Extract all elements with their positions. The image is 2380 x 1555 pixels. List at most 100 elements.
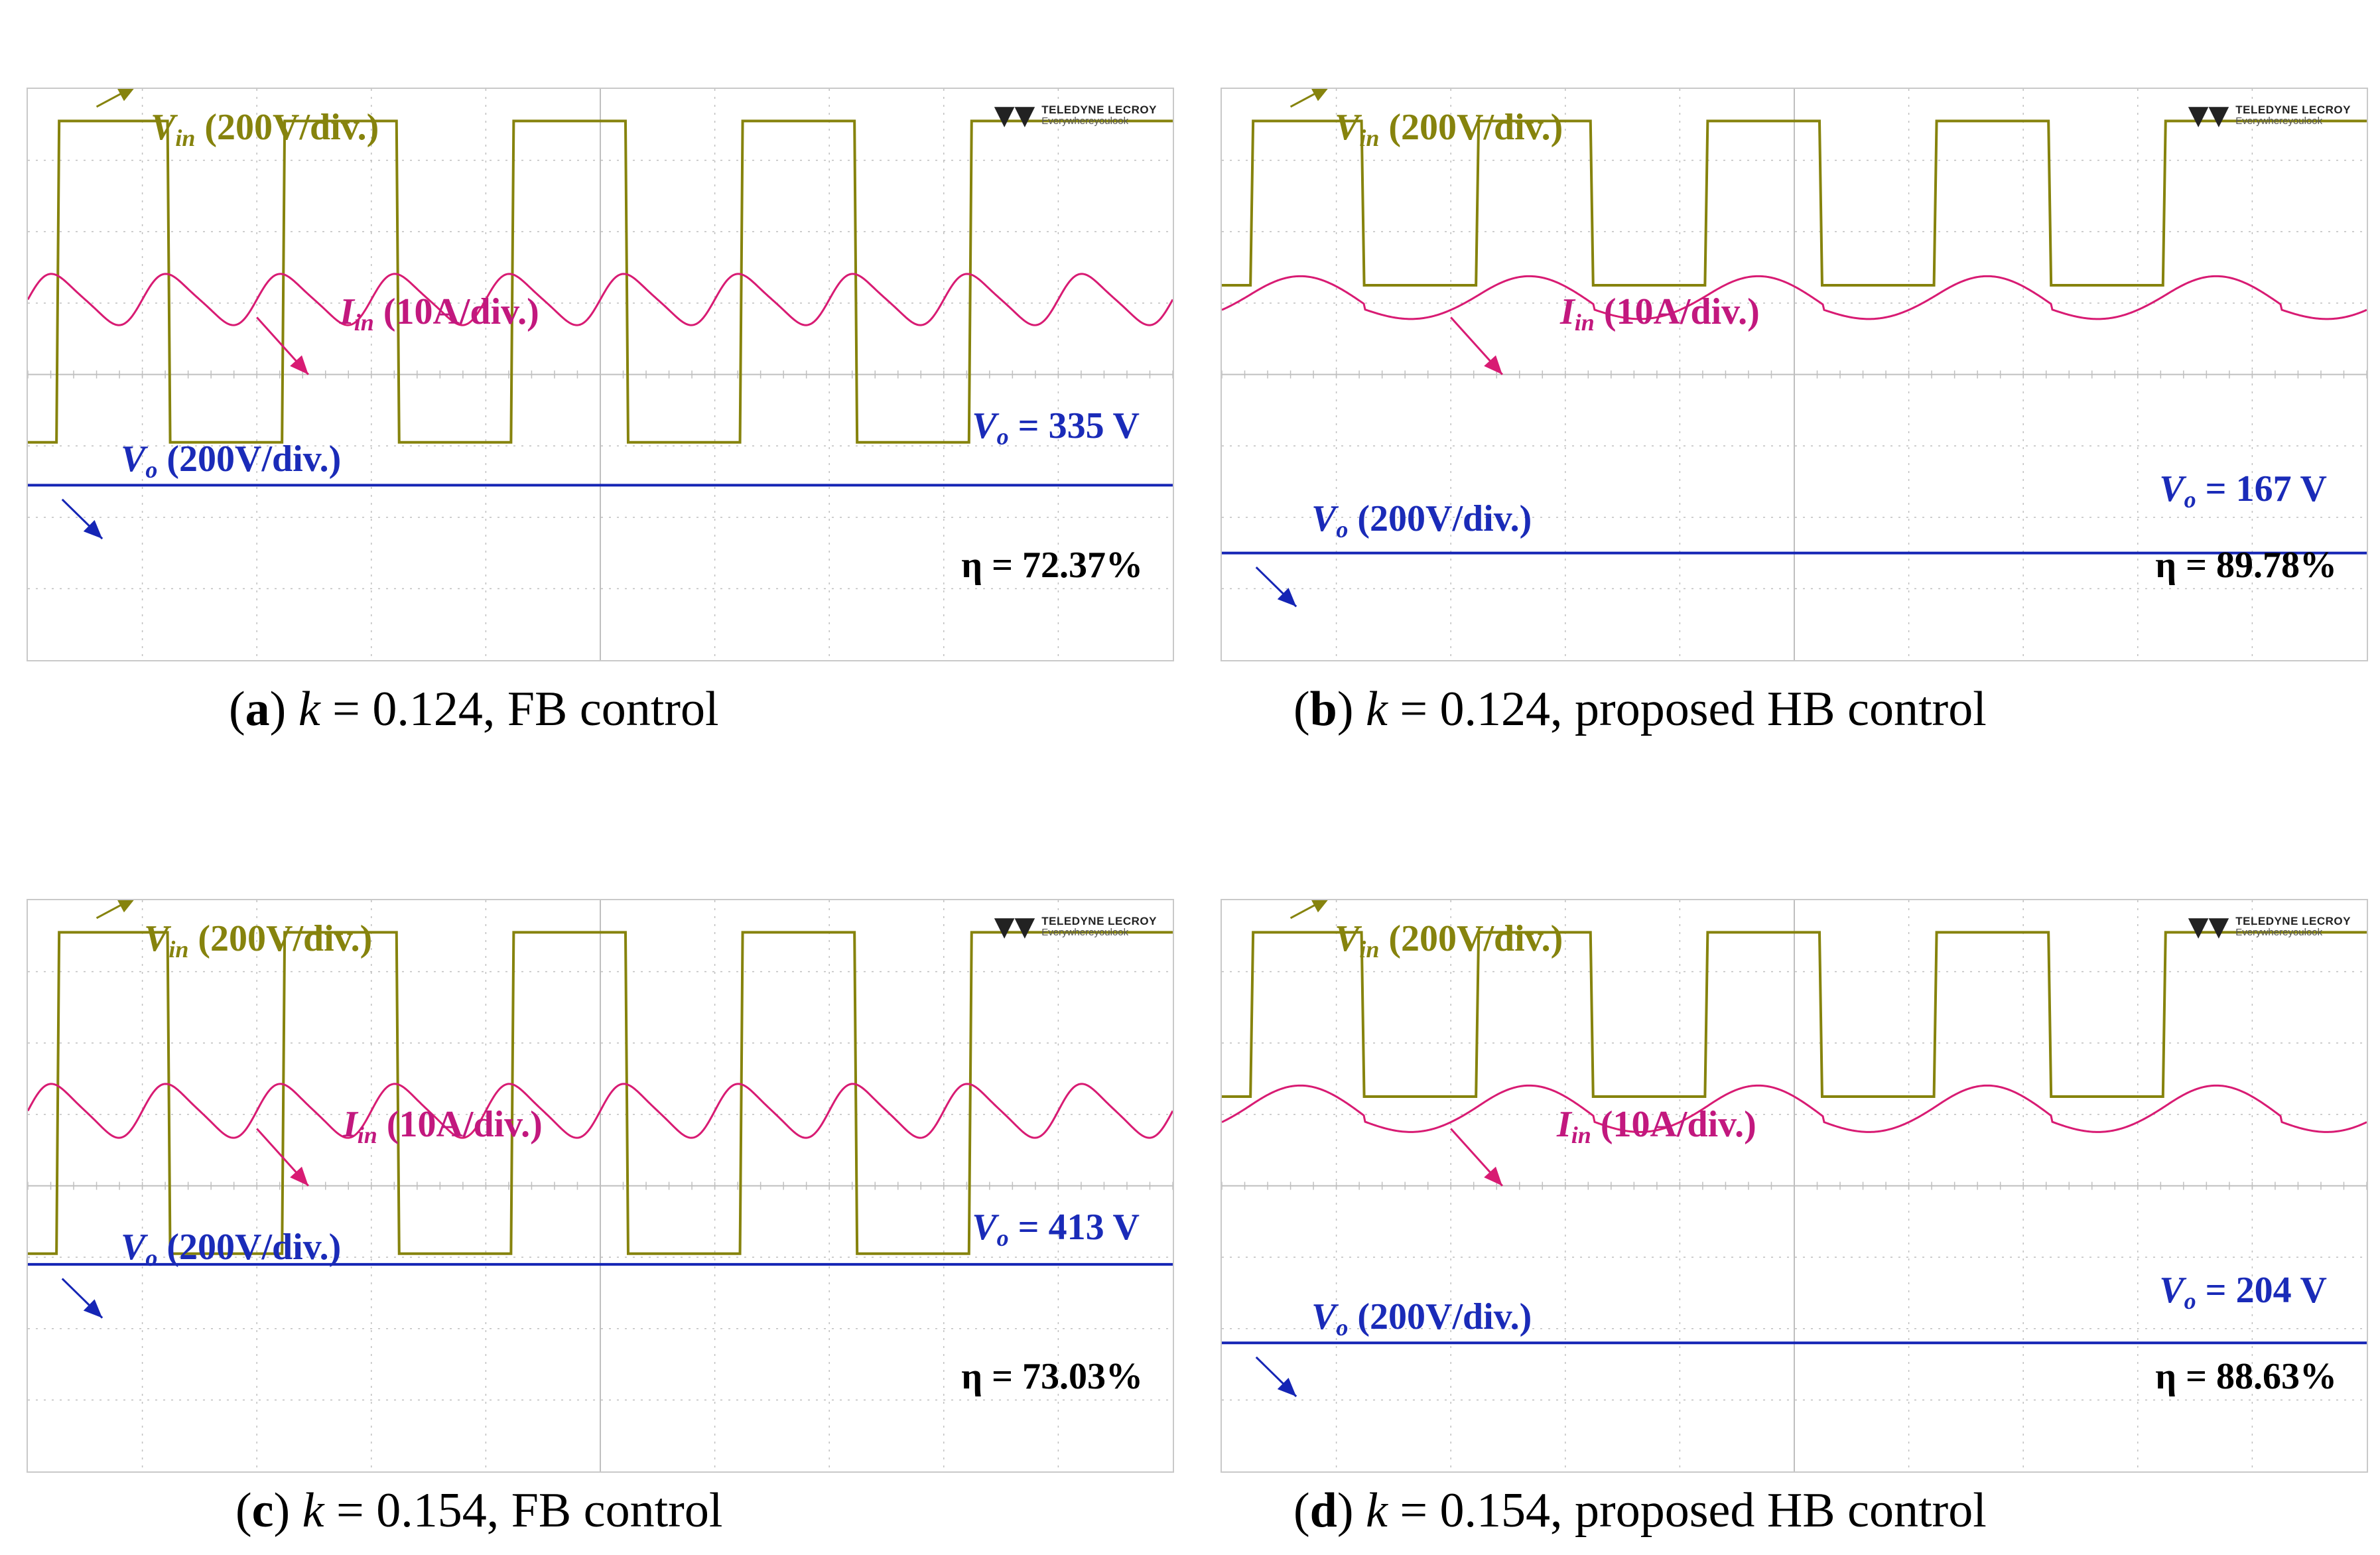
caption-k: k xyxy=(302,1483,324,1538)
iin-scale: (10A/div.) xyxy=(1603,291,1760,332)
iin-scale: (10A/div.) xyxy=(386,1104,543,1145)
vin-trace xyxy=(28,931,1173,1255)
caption-k: k xyxy=(1365,682,1388,736)
iin-label: Iin (10A/div.) xyxy=(340,291,539,336)
caption-tag: c xyxy=(251,1483,274,1538)
vin-trace xyxy=(1222,931,2367,1098)
arrowhead-icon xyxy=(1277,1377,1297,1396)
logo-line2: Everywhereyoulook xyxy=(2235,927,2323,939)
caption-tag: b xyxy=(1309,682,1337,736)
grid xyxy=(28,900,1173,1471)
vo-label: Vo (200V/div.) xyxy=(1311,1296,1532,1341)
scope-screen: ▼▼ TELEDYNE LECROY Everywhereyoulook Vin … xyxy=(1221,88,2368,661)
caption-k: k xyxy=(1365,1483,1388,1538)
vo-scale: (200V/div.) xyxy=(166,439,342,480)
teledyne-lecroy-logo: ▼▼ TELEDYNE LECROY Everywhereyoulook xyxy=(2188,913,2351,940)
vin-label: Vin (200V/div.) xyxy=(1335,107,1563,151)
caption-tag: d xyxy=(1309,1483,1337,1538)
efficiency-value: η = 72.37% xyxy=(961,545,1143,586)
vo-value: Vo = 167 V xyxy=(2159,468,2327,513)
arrowhead-icon xyxy=(290,1166,308,1186)
scope-screen: ▼▼ TELEDYNE LECROY Everywhereyoulook Vin … xyxy=(27,899,1174,1473)
iin-scale: (10A/div.) xyxy=(383,291,539,332)
logo-line1: TELEDYNE LECROY xyxy=(2235,915,2351,928)
vin-trace xyxy=(1222,119,2367,287)
iin-trace xyxy=(1222,1084,2367,1133)
vo-value-text: = 204 V xyxy=(2205,1270,2327,1311)
iin-trace xyxy=(1222,275,2367,320)
arrowhead-icon xyxy=(117,900,134,913)
caption-tag: a xyxy=(245,682,270,736)
arrowhead-icon xyxy=(1484,1166,1502,1186)
caption: (c) k = 0.154, FB control xyxy=(235,1483,723,1538)
vo-scale: (200V/div.) xyxy=(1357,498,1532,539)
logo-line2: Everywhereyoulook xyxy=(1041,115,1129,127)
caption-text: = 0.154, proposed HB control xyxy=(1400,1483,1987,1538)
oscilloscope-plot xyxy=(28,900,1173,1471)
vin-label: Vin (200V/div.) xyxy=(151,107,379,151)
vin-trace xyxy=(28,119,1173,444)
arrowhead-icon xyxy=(1484,355,1502,375)
vo-label: Vo (200V/div.) xyxy=(121,439,342,483)
arrowhead-icon xyxy=(83,1299,103,1318)
logo-line1: TELEDYNE LECROY xyxy=(1041,915,1157,928)
caption-text: = 0.124, FB control xyxy=(332,682,719,736)
grid xyxy=(1222,89,2367,660)
vin-scale: (200V/div.) xyxy=(1388,918,1563,959)
arrowhead-icon xyxy=(1277,588,1297,607)
vin-label: Vin (200V/div.) xyxy=(1335,918,1563,963)
vo-scale: (200V/div.) xyxy=(166,1227,342,1268)
iin-label: Iin (10A/div.) xyxy=(1557,1104,1756,1148)
arrowhead-icon xyxy=(1311,89,1328,101)
iin-label: Iin (10A/div.) xyxy=(343,1104,543,1148)
caption: (d) k = 0.154, proposed HB control xyxy=(1293,1483,1987,1538)
caption-k: k xyxy=(298,682,320,736)
vo-value: Vo = 413 V xyxy=(972,1207,1140,1251)
grid xyxy=(1222,900,2367,1471)
vin-label: Vin (200V/div.) xyxy=(144,918,373,963)
arrowhead-icon xyxy=(1311,900,1328,913)
iin-label: Iin (10A/div.) xyxy=(1560,291,1760,336)
panel-a: ▼▼ TELEDYNE LECROY Everywhereyoulook Vin … xyxy=(27,88,1174,797)
logo-mark-icon: ▼▼ xyxy=(2188,912,2229,942)
logo-line1: TELEDYNE LECROY xyxy=(2235,103,2351,117)
vo-value: Vo = 204 V xyxy=(2159,1270,2327,1314)
iin-trace xyxy=(28,1083,1173,1139)
arrowhead-icon xyxy=(290,355,308,375)
panel-b: ▼▼ TELEDYNE LECROY Everywhereyoulook Vin … xyxy=(1221,88,2368,797)
vo-value-text: = 167 V xyxy=(2205,468,2327,509)
teledyne-lecroy-logo: ▼▼ TELEDYNE LECROY Everywhereyoulook xyxy=(994,102,1157,129)
scope-screen: ▼▼ TELEDYNE LECROY Everywhereyoulook Vin … xyxy=(1221,899,2368,1473)
teledyne-lecroy-logo: ▼▼ TELEDYNE LECROY Everywhereyoulook xyxy=(2188,102,2351,129)
logo-mark-icon: ▼▼ xyxy=(994,912,1035,942)
panel-d: ▼▼ TELEDYNE LECROY Everywhereyoulook Vin … xyxy=(1221,899,2368,1555)
logo-line1: TELEDYNE LECROY xyxy=(1041,103,1157,117)
vin-scale: (200V/div.) xyxy=(198,918,373,959)
arrowhead-icon xyxy=(117,89,134,101)
vo-value-text: = 413 V xyxy=(1018,1207,1140,1248)
vo-value-text: = 335 V xyxy=(1018,405,1140,446)
oscilloscope-plot xyxy=(1222,89,2367,660)
caption-text: = 0.124, proposed HB control xyxy=(1400,682,1987,736)
iin-trace xyxy=(28,273,1173,326)
vin-scale: (200V/div.) xyxy=(1388,107,1563,148)
efficiency-value: η = 73.03% xyxy=(961,1356,1143,1397)
vo-scale: (200V/div.) xyxy=(1357,1296,1532,1337)
logo-mark-icon: ▼▼ xyxy=(2188,100,2229,131)
logo-mark-icon: ▼▼ xyxy=(994,100,1035,131)
iin-scale: (10A/div.) xyxy=(1600,1104,1756,1145)
efficiency-value: η = 88.63% xyxy=(2155,1356,2337,1397)
logo-line2: Everywhereyoulook xyxy=(1041,927,1129,939)
oscilloscope-plot xyxy=(1222,900,2367,1471)
arrowhead-icon xyxy=(83,519,103,539)
vo-label: Vo (200V/div.) xyxy=(1311,498,1532,543)
vo-value: Vo = 335 V xyxy=(972,405,1140,450)
teledyne-lecroy-logo: ▼▼ TELEDYNE LECROY Everywhereyoulook xyxy=(994,913,1157,940)
efficiency-value: η = 89.78% xyxy=(2155,545,2337,586)
caption: (b) k = 0.124, proposed HB control xyxy=(1293,682,1987,736)
scope-screen: ▼▼ TELEDYNE LECROY Everywhereyoulook Vin … xyxy=(27,88,1174,661)
vin-scale: (200V/div.) xyxy=(204,107,379,148)
caption-text: = 0.154, FB control xyxy=(336,1483,723,1538)
caption: (a) k = 0.124, FB control xyxy=(229,682,719,736)
panel-c: ▼▼ TELEDYNE LECROY Everywhereyoulook Vin … xyxy=(27,899,1174,1555)
